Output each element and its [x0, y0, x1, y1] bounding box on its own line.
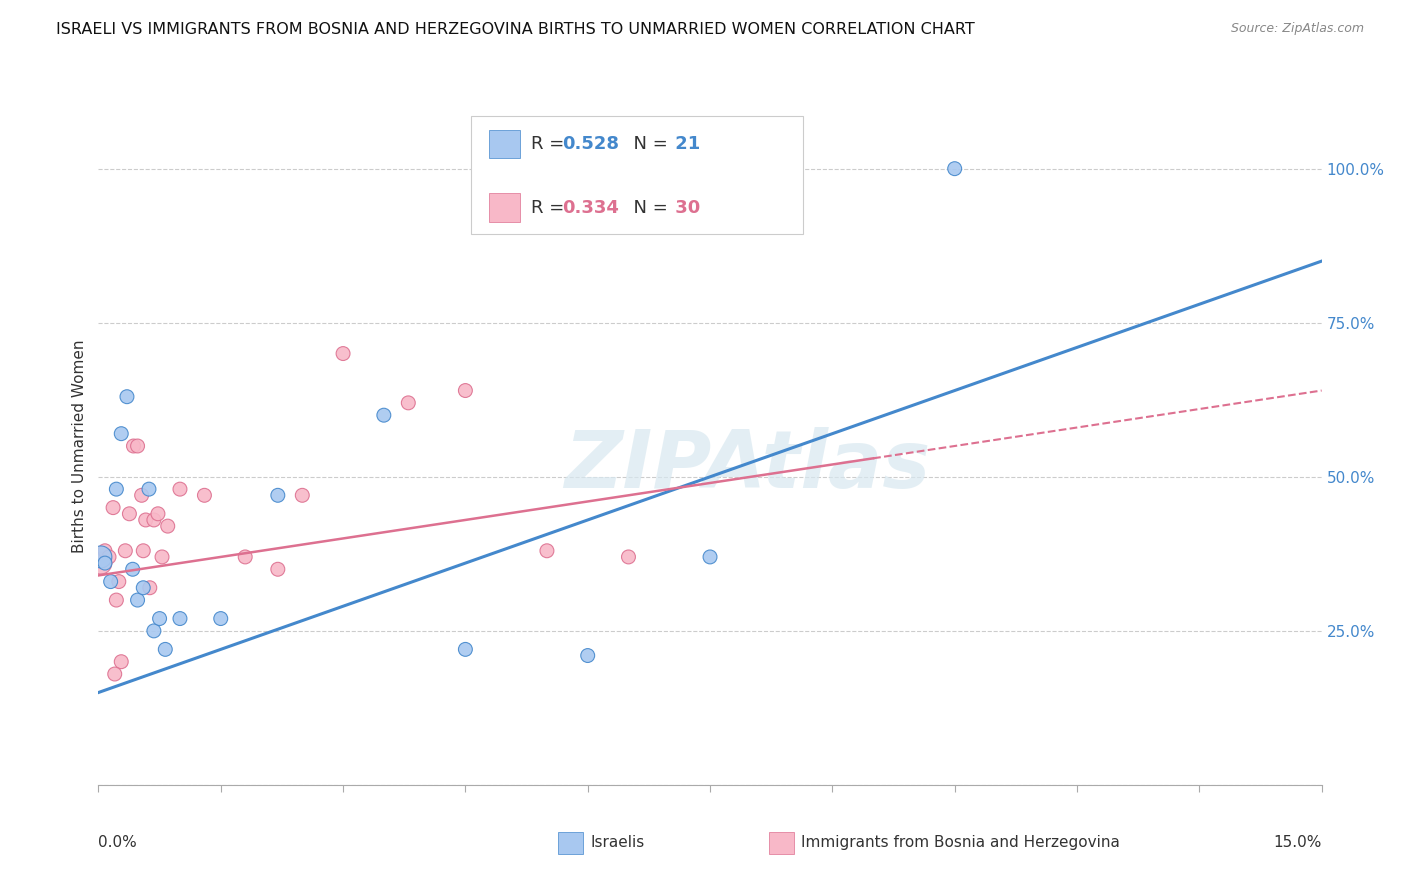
Point — [132, 581, 155, 595]
Point — [138, 482, 160, 496]
Point — [132, 543, 155, 558]
Text: Israelis: Israelis — [591, 836, 645, 850]
Point — [454, 384, 477, 398]
Point — [142, 624, 165, 638]
Point — [617, 549, 640, 564]
Point — [193, 488, 215, 502]
Point — [536, 543, 558, 558]
Point — [233, 549, 256, 564]
Point — [115, 390, 138, 404]
Point — [127, 593, 149, 607]
Point — [100, 574, 122, 589]
Y-axis label: Births to Unmarried Women: Births to Unmarried Women — [72, 339, 87, 553]
Point — [169, 611, 191, 625]
Point — [943, 161, 966, 176]
Point — [114, 543, 136, 558]
Text: N =: N = — [623, 199, 673, 217]
Point — [105, 593, 128, 607]
Point — [94, 543, 117, 558]
Text: 0.334: 0.334 — [562, 199, 619, 217]
Point — [396, 396, 419, 410]
Text: ZIPAtlas: ZIPAtlas — [564, 427, 929, 506]
Point — [110, 655, 132, 669]
Point — [90, 556, 112, 570]
Point — [291, 488, 314, 502]
Text: ISRAELI VS IMMIGRANTS FROM BOSNIA AND HERZEGOVINA BIRTHS TO UNMARRIED WOMEN CORR: ISRAELI VS IMMIGRANTS FROM BOSNIA AND HE… — [56, 22, 974, 37]
Point — [110, 426, 132, 441]
Point — [699, 549, 721, 564]
Point — [150, 549, 173, 564]
Point — [139, 581, 162, 595]
Point — [146, 507, 169, 521]
Point — [209, 611, 232, 625]
Point — [169, 482, 191, 496]
Point — [118, 507, 141, 521]
Point — [156, 519, 179, 533]
Point — [122, 439, 145, 453]
Point — [108, 574, 131, 589]
Point — [121, 562, 143, 576]
Point — [155, 642, 177, 657]
Point — [131, 488, 153, 502]
Point — [142, 513, 165, 527]
Text: 21: 21 — [669, 135, 700, 153]
Point — [98, 549, 121, 564]
Point — [90, 549, 112, 564]
Text: 30: 30 — [669, 199, 700, 217]
Text: R =: R = — [531, 199, 569, 217]
Point — [149, 611, 172, 625]
Point — [454, 642, 477, 657]
Point — [101, 500, 124, 515]
Point — [135, 513, 157, 527]
Text: 15.0%: 15.0% — [1274, 836, 1322, 850]
Text: R =: R = — [531, 135, 569, 153]
Point — [332, 346, 354, 360]
Point — [105, 482, 128, 496]
Text: 0.528: 0.528 — [562, 135, 619, 153]
Text: N =: N = — [623, 135, 673, 153]
Point — [127, 439, 149, 453]
Point — [94, 556, 117, 570]
Text: Source: ZipAtlas.com: Source: ZipAtlas.com — [1230, 22, 1364, 36]
Point — [576, 648, 599, 663]
Text: 0.0%: 0.0% — [98, 836, 138, 850]
Point — [104, 667, 127, 681]
Point — [267, 488, 290, 502]
Point — [373, 408, 395, 422]
Point — [267, 562, 290, 576]
Text: Immigrants from Bosnia and Herzegovina: Immigrants from Bosnia and Herzegovina — [801, 836, 1121, 850]
